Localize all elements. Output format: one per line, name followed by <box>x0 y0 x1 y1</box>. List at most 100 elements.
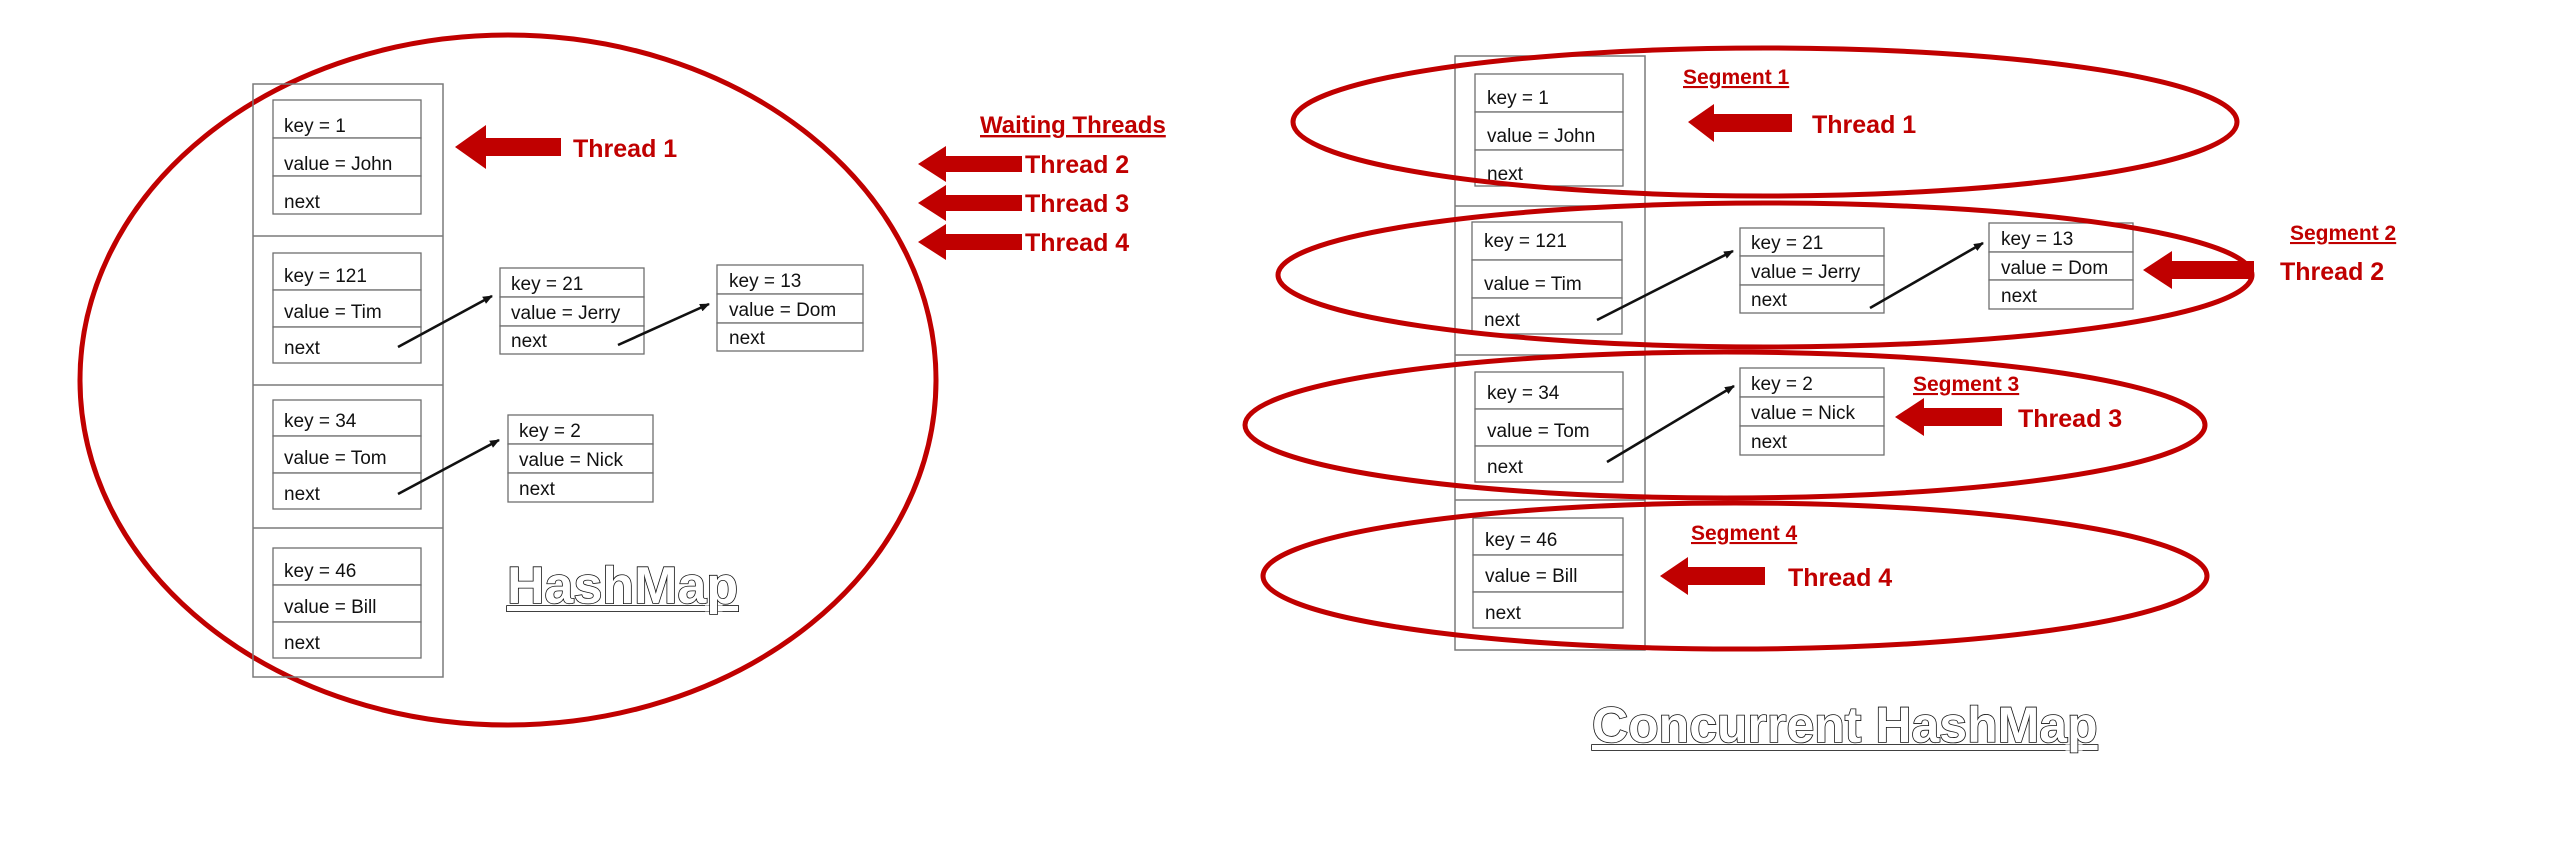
entry-next: next <box>519 479 556 500</box>
pointer-arrow-icon <box>1596 249 1734 322</box>
concurrent-entry: key = 1 value = John next <box>1474 73 1624 187</box>
thread-1-label: Thread 1 <box>573 135 677 163</box>
entry-key-cell <box>1474 73 1624 113</box>
segment-4-label: Segment 4 <box>1691 522 1798 545</box>
entry-key: key = 46 <box>1485 530 1557 551</box>
entry-key-cell <box>1739 367 1885 398</box>
entry-value-cell <box>716 293 864 324</box>
concurrent-chain-node: key = 2 value = Nick next <box>1739 367 1885 456</box>
entry-value: value = Jerry <box>511 303 621 324</box>
entry-key: key = 121 <box>1484 231 1567 252</box>
entry-key-cell <box>507 414 654 445</box>
entry-next: next <box>1484 310 1521 331</box>
hashmap-boundary-ring <box>77 32 939 728</box>
entry-value-cell <box>1471 259 1623 299</box>
entry-key-cell <box>1988 222 2134 253</box>
block-arrow-left-icon <box>455 125 561 169</box>
entry-next: next <box>1485 603 1522 624</box>
entry-value: value = Nick <box>1751 403 1856 424</box>
thread-2-label: Thread 2 <box>2280 258 2384 286</box>
entry-value: value = Tom <box>284 448 387 469</box>
entry-key: key = 34 <box>284 411 357 432</box>
entry-value-cell <box>1988 251 2134 281</box>
entry-value: value = Dom <box>729 300 836 321</box>
entry-next-cell <box>1471 297 1623 335</box>
entry-next-cell <box>1474 445 1624 483</box>
concurrent-chain-node: key = 21 value = Jerry next <box>1739 227 1885 314</box>
block-arrow-left-icon <box>1660 557 1765 595</box>
concurrent-chain-node: key = 13 value = Dom next <box>1988 222 2134 310</box>
block-arrow-left-icon <box>918 146 1022 182</box>
hashmap-entry: key = 46 value = Bill next <box>272 547 422 659</box>
entry-next-cell <box>716 322 864 352</box>
hashmap-panel: key = 1 value = John next key = 121 valu… <box>77 32 1166 728</box>
entry-value: value = Tim <box>1484 274 1582 295</box>
entry-next-cell <box>507 472 654 503</box>
entry-key: key = 21 <box>1751 233 1823 254</box>
entry-next-cell <box>272 175 422 215</box>
entry-next-cell <box>1472 591 1624 629</box>
concurrent-entry: key = 34 value = Tom next <box>1474 371 1624 483</box>
entry-next-cell <box>1739 425 1885 456</box>
entry-next: next <box>1487 164 1524 185</box>
thread-3-label: Thread 3 <box>2018 405 2122 433</box>
entry-key: key = 13 <box>729 271 801 292</box>
segment-3-ring <box>1242 349 2208 501</box>
waiting-thread-4-label: Thread 4 <box>1025 229 1129 257</box>
concurrent-hashmap-title: Concurrent HashMap <box>1592 697 2098 753</box>
hashmap-title: HashMap <box>507 557 738 615</box>
concurrent-hashmap-panel: key = 1 value = John next key = 121 valu… <box>1242 45 2396 754</box>
block-arrow-left-icon <box>2143 251 2254 289</box>
segment-4-ring <box>1260 500 2210 652</box>
entry-value: value = John <box>284 154 392 175</box>
entry-next: next <box>1751 432 1788 453</box>
entry-next-cell <box>1739 284 1885 314</box>
entry-key: key = 1 <box>284 116 346 137</box>
entry-value: value = Tim <box>284 302 382 323</box>
block-arrow-left-icon <box>918 185 1022 221</box>
concurrent-entry: key = 46 value = Bill next <box>1472 517 1624 629</box>
entry-value-cell <box>1739 255 1885 286</box>
segment-1-label: Segment 1 <box>1683 66 1790 89</box>
entry-next: next <box>511 331 548 352</box>
entry-key-cell <box>1472 517 1624 556</box>
block-arrow-left-icon <box>918 224 1022 260</box>
entry-key: key = 2 <box>519 421 581 442</box>
entry-key: key = 121 <box>284 266 367 287</box>
pointer-arrow-icon <box>617 302 710 347</box>
entry-value: value = Bill <box>1485 566 1577 587</box>
entry-value-cell <box>272 289 422 328</box>
entry-value: value = John <box>1487 126 1595 147</box>
entry-key: key = 46 <box>284 561 356 582</box>
entry-next-cell <box>272 326 422 364</box>
entry-key: key = 34 <box>1487 383 1560 404</box>
entry-key-cell <box>1471 221 1623 261</box>
entry-value: value = Nick <box>519 450 624 471</box>
segment-3-label: Segment 3 <box>1913 373 2019 396</box>
hashmap-entry: key = 121 value = Tim next <box>272 252 422 364</box>
entry-key: key = 2 <box>1751 374 1813 395</box>
entry-value: value = Tom <box>1487 421 1590 442</box>
entry-next: next <box>2001 286 2038 307</box>
waiting-thread-2-label: Thread 2 <box>1025 151 1129 179</box>
hashmap-bucket-array <box>252 83 444 678</box>
pointer-arrow-icon <box>397 438 500 496</box>
entry-next: next <box>1487 457 1524 478</box>
entry-key-cell <box>1739 227 1885 257</box>
thread-4-label: Thread 4 <box>1788 564 1892 592</box>
hashmap-entry: key = 1 value = John next <box>272 99 422 215</box>
pointer-arrow-icon <box>1606 384 1735 464</box>
entry-next: next <box>284 192 321 213</box>
entry-next-cell <box>1474 149 1624 187</box>
entry-key: key = 13 <box>2001 229 2073 250</box>
hashmap-chain-node: key = 13 value = Dom next <box>716 264 864 352</box>
entry-key: key = 21 <box>511 274 583 295</box>
entry-value: value = Dom <box>2001 258 2108 279</box>
entry-next-cell <box>272 621 422 659</box>
waiting-thread-3-label: Thread 3 <box>1025 190 1129 218</box>
entry-key-cell <box>716 264 864 295</box>
entry-key-cell <box>272 547 422 586</box>
entry-next: next <box>284 338 321 359</box>
block-arrow-left-icon <box>1688 104 1792 142</box>
